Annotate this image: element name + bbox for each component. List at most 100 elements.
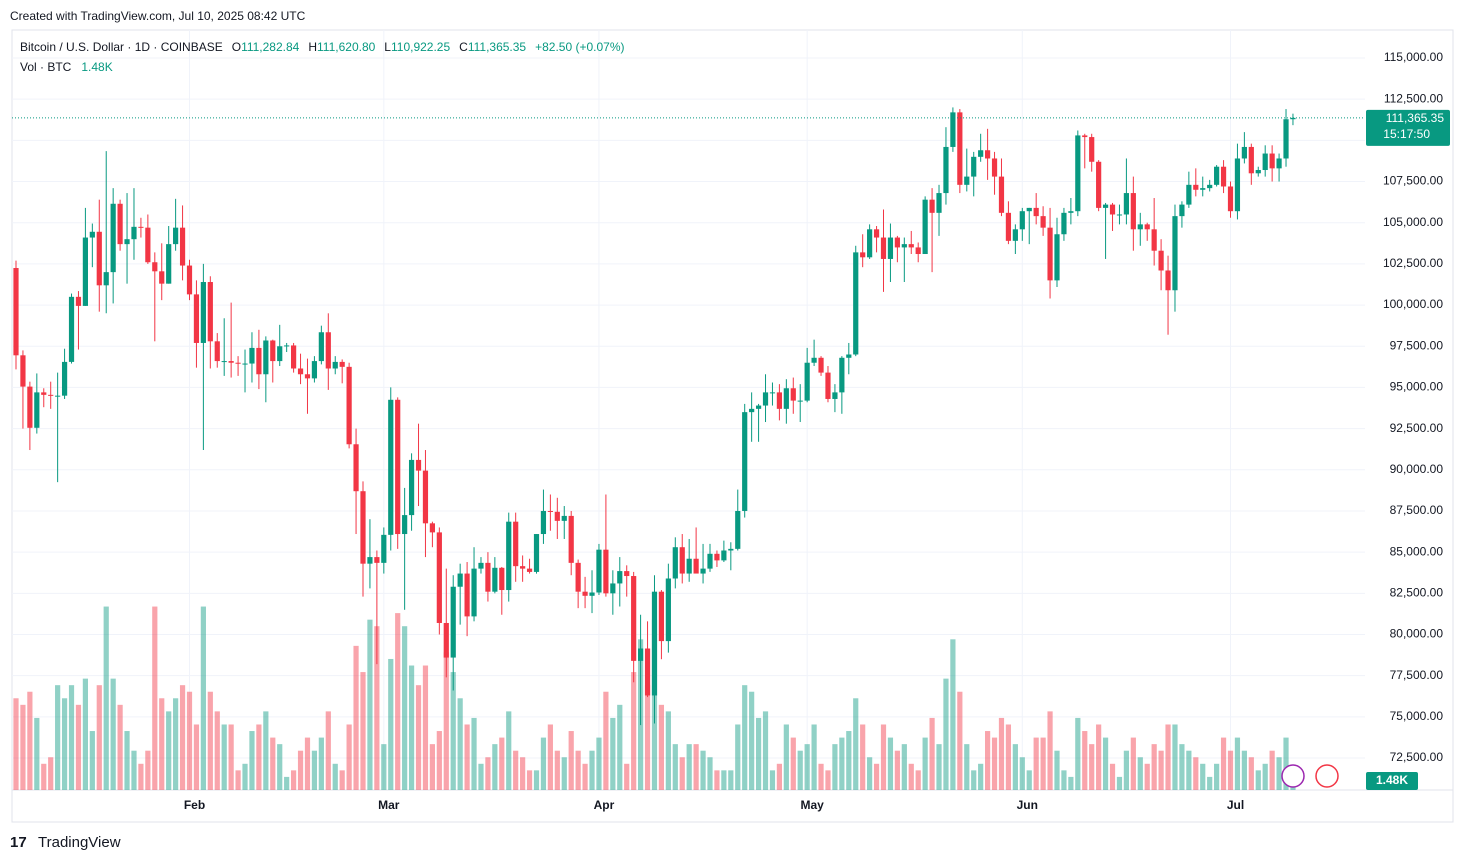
candle-body <box>1269 153 1275 169</box>
candle-body <box>1075 135 1081 212</box>
candle-body <box>568 515 574 563</box>
volume-bar <box>526 770 533 790</box>
candle-body <box>985 150 991 159</box>
candle-body <box>624 571 630 577</box>
candle-body <box>402 515 408 535</box>
candle-body <box>1068 211 1074 213</box>
x-tick-label: Jul <box>1227 798 1244 812</box>
volume-bar <box>173 698 179 790</box>
legend-h-tag: H <box>308 40 317 54</box>
volume-bar <box>13 698 19 790</box>
volume-bar <box>61 698 68 790</box>
candle-body <box>145 227 151 263</box>
volume-bar <box>867 757 873 790</box>
volume-bar <box>811 724 817 790</box>
candle-body <box>284 345 290 347</box>
candle-body <box>721 550 727 561</box>
candle-body <box>783 388 789 409</box>
volume-bar <box>1116 776 1123 790</box>
volume-bar <box>804 744 810 790</box>
candle-body <box>1102 204 1109 208</box>
candle-body <box>853 252 859 355</box>
volume-bar <box>297 750 304 790</box>
volume-bar <box>415 685 422 790</box>
candle-body <box>1234 158 1241 212</box>
candle-body <box>749 408 755 413</box>
candle-body <box>686 558 692 574</box>
volume-bar <box>1040 737 1046 790</box>
candle-body <box>839 357 845 393</box>
volume-label-box <box>1366 772 1418 790</box>
candle-body <box>96 231 102 286</box>
candle-body <box>658 591 665 642</box>
candle-body <box>596 549 602 593</box>
volume-bar <box>1172 724 1178 790</box>
y-tick-label: 102,500.00 <box>1383 256 1443 270</box>
volume-bar <box>1026 770 1032 790</box>
volume-bar <box>256 724 262 790</box>
volume-bar <box>617 704 623 790</box>
candle-body <box>20 355 26 387</box>
candle-body <box>311 361 318 379</box>
candle-body <box>200 282 206 343</box>
y-tick-label: 107,500.00 <box>1383 174 1443 188</box>
volume-bar <box>506 711 512 790</box>
y-tick-label: 90,000.00 <box>1390 462 1444 476</box>
volume-bar <box>742 685 748 790</box>
candle-body <box>353 444 359 492</box>
volume-bar <box>499 737 505 790</box>
candle-body <box>936 193 942 213</box>
volume-bar <box>693 744 699 790</box>
flag-icon <box>1315 764 1339 788</box>
volume-bar <box>1151 744 1157 790</box>
legend-o-tag: O <box>232 40 241 54</box>
volume-bar <box>513 750 519 790</box>
volume-bar <box>1179 744 1185 790</box>
candle-body <box>547 510 553 512</box>
volume-bar <box>985 731 991 790</box>
candle-body <box>971 156 977 177</box>
candle-body <box>665 578 671 642</box>
candle-body <box>978 150 984 157</box>
volume-bar <box>1005 724 1012 790</box>
candle-body <box>1179 204 1185 217</box>
candle-body <box>672 547 678 579</box>
candle-body <box>1151 229 1157 251</box>
volume-bar <box>1061 770 1067 790</box>
candle-body <box>471 568 477 617</box>
candle-body <box>506 521 512 591</box>
volume-bar <box>464 724 470 790</box>
candle-body <box>915 247 921 255</box>
volume-bar <box>520 757 526 790</box>
y-tick-label: 72,500.00 <box>1390 750 1444 764</box>
volume-bar <box>1123 750 1129 790</box>
candle-body <box>1116 214 1123 216</box>
candle-body <box>1082 135 1088 138</box>
candle-body <box>950 112 956 147</box>
candle-body <box>1019 211 1025 230</box>
volume-bar <box>762 711 769 790</box>
volume-bar <box>596 737 602 790</box>
created-note: Created with TradingView.com, Jul 10, 20… <box>10 9 306 23</box>
candle-body <box>214 341 220 362</box>
candle-body <box>1109 204 1116 215</box>
volume-bar <box>304 737 311 790</box>
volume-bars <box>13 606 1296 790</box>
volume-bar <box>471 717 477 790</box>
volume-bar <box>679 757 685 790</box>
volume-bar <box>1214 763 1220 790</box>
volume-bar <box>443 652 449 790</box>
volume-bar <box>75 704 82 790</box>
candle-body <box>235 362 241 364</box>
candle-body <box>263 340 269 375</box>
candle-body <box>776 392 782 409</box>
candle-body <box>762 392 769 406</box>
legend-volume-name: Vol · BTC <box>20 60 72 74</box>
candle-body <box>1262 153 1268 171</box>
panel-border <box>11 29 1454 823</box>
candle-body <box>152 262 158 272</box>
volume-bar <box>540 737 547 790</box>
candle-body <box>374 557 380 563</box>
candle-body <box>1207 184 1213 189</box>
